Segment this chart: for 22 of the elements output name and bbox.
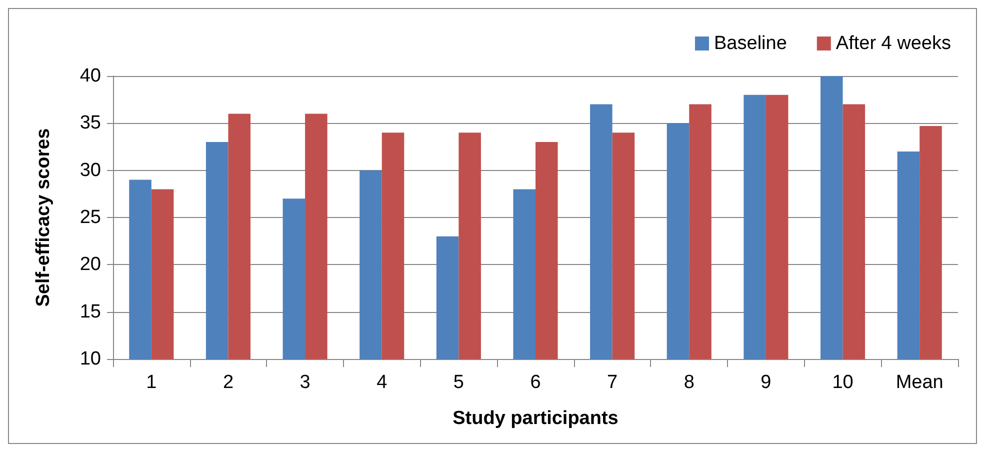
x-tick-label: 4 (376, 372, 388, 393)
y-tick-label: 35 (80, 112, 101, 134)
x-tick-label: 2 (222, 372, 234, 393)
x-tick-label: 5 (453, 372, 464, 393)
y-tick-label: 10 (80, 348, 101, 370)
y-axis-title: Self-efficacy scores (33, 128, 54, 307)
x-tick-label: 3 (300, 372, 310, 393)
x-tick-label: 8 (684, 372, 694, 393)
x-tick-label: 1 (146, 372, 157, 393)
legend-label: Baseline (714, 33, 787, 54)
y-tick-label: 20 (80, 254, 101, 276)
x-axis-title: Study participants (452, 408, 618, 429)
x-tick-label: 7 (607, 372, 618, 393)
x-tick-label: Mean (896, 372, 944, 393)
y-tick-label: 25 (80, 207, 101, 228)
x-tick-label: 10 (832, 372, 854, 393)
y-tick-label: 40 (80, 66, 101, 86)
y-tick-label: 30 (80, 160, 101, 181)
legend-label: After 4 weeks (836, 33, 952, 54)
x-tick-label: 9 (760, 372, 772, 393)
x-tick-label: 6 (530, 372, 541, 393)
y-tick-label: 15 (80, 301, 101, 322)
